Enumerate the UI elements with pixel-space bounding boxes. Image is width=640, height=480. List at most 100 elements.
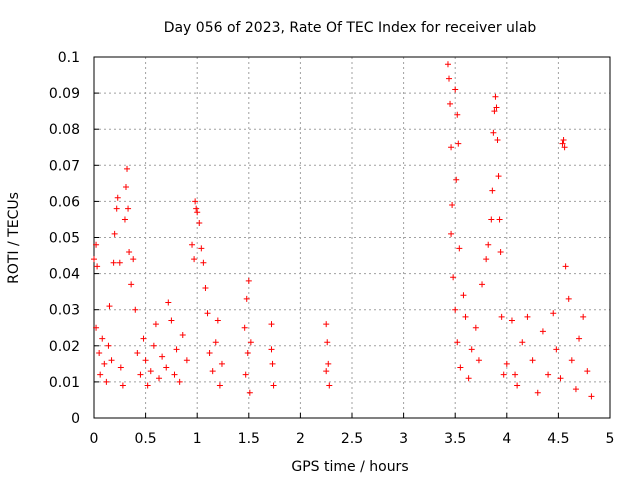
data-point [324,339,331,346]
data-point [550,310,557,317]
data-point [137,371,144,378]
data-point [176,378,183,385]
data-point [196,220,203,227]
data-point [490,129,497,136]
data-point [460,292,467,299]
data-point [183,357,190,364]
data-point [323,368,330,375]
data-point [193,205,200,212]
data-point [159,353,166,360]
data-point [134,350,141,357]
data-point [202,285,209,292]
data-point [147,368,154,375]
data-point [565,295,572,302]
data-point [323,321,330,328]
data-point [179,331,186,338]
data-point [111,230,118,237]
data-point [119,382,126,389]
data-point [270,382,277,389]
data-point [468,346,475,353]
data-point [529,357,536,364]
data-point [192,198,199,205]
data-point [101,360,108,367]
data-point [584,368,591,375]
data-point [126,248,133,255]
data-point [580,313,587,320]
x-tick-label: 3.5 [444,431,466,447]
data-point [453,176,460,183]
y-tick-label: 0.03 [49,303,80,319]
data-point [144,382,151,389]
data-point [539,328,546,335]
y-axis: 0 0.01 0.02 0.03 0.04 0.05 0.06 0.07 0.08 0.09 0.1 [49,50,99,427]
data-point [245,277,252,284]
data-point [206,350,213,357]
data-point [142,357,149,364]
data-point [194,209,201,216]
data-point [150,342,157,349]
data-point [491,108,498,115]
data-point [241,324,248,331]
data-point [450,274,457,281]
data-point [93,324,100,331]
data-point [121,216,128,223]
data-point [446,75,453,82]
data-point [110,259,117,266]
data-point [326,382,333,389]
data-point [452,86,459,93]
data-point [325,360,332,367]
y-tick-label: 0.08 [49,122,80,138]
data-point [244,350,251,357]
data-point [247,339,254,346]
data-point [108,357,115,364]
data-point [103,378,110,385]
data-point [91,256,97,263]
data-point [514,382,521,389]
y-tick-label: 0.09 [49,86,80,102]
data-point [456,245,463,252]
data-point [545,371,552,378]
data-point [243,295,250,302]
data-point [269,360,276,367]
data-point [189,241,196,248]
x-axis-label: GPS time / hours [291,459,408,475]
data-point [472,324,479,331]
data-point [97,371,104,378]
data-point [576,335,583,342]
data-point [557,375,564,382]
data-point [130,256,137,263]
data-point [116,259,123,266]
data-point [503,360,510,367]
data-point [242,371,249,378]
data-point [128,281,135,288]
data-point [455,140,462,147]
data-point [132,306,139,313]
data-point [568,357,575,364]
data-point [572,386,579,393]
data-point [173,346,180,353]
y-tick-label: 0.05 [49,231,80,247]
data-point [496,216,503,223]
y-tick-label: 0 [71,411,80,427]
data-point [447,100,454,107]
data-point [152,321,159,328]
data-point [475,357,482,364]
data-point [171,371,178,378]
data-point [562,263,569,270]
x-tick-label: 0 [90,431,99,447]
chart-title: Day 056 of 2023, Rate Of TEC Index for r… [164,20,537,36]
data-point [559,140,566,147]
x-tick-label: 4.5 [547,431,569,447]
data-point [553,346,560,353]
data-point [200,259,207,266]
x-tick-label: 4 [502,431,511,447]
data-point [105,342,112,349]
data-point [454,111,461,118]
data-point [93,241,100,248]
data-point [457,364,464,371]
data-point [212,339,219,346]
data-point [106,303,113,310]
data-point [156,375,163,382]
y-tick-label: 0.01 [49,375,80,391]
